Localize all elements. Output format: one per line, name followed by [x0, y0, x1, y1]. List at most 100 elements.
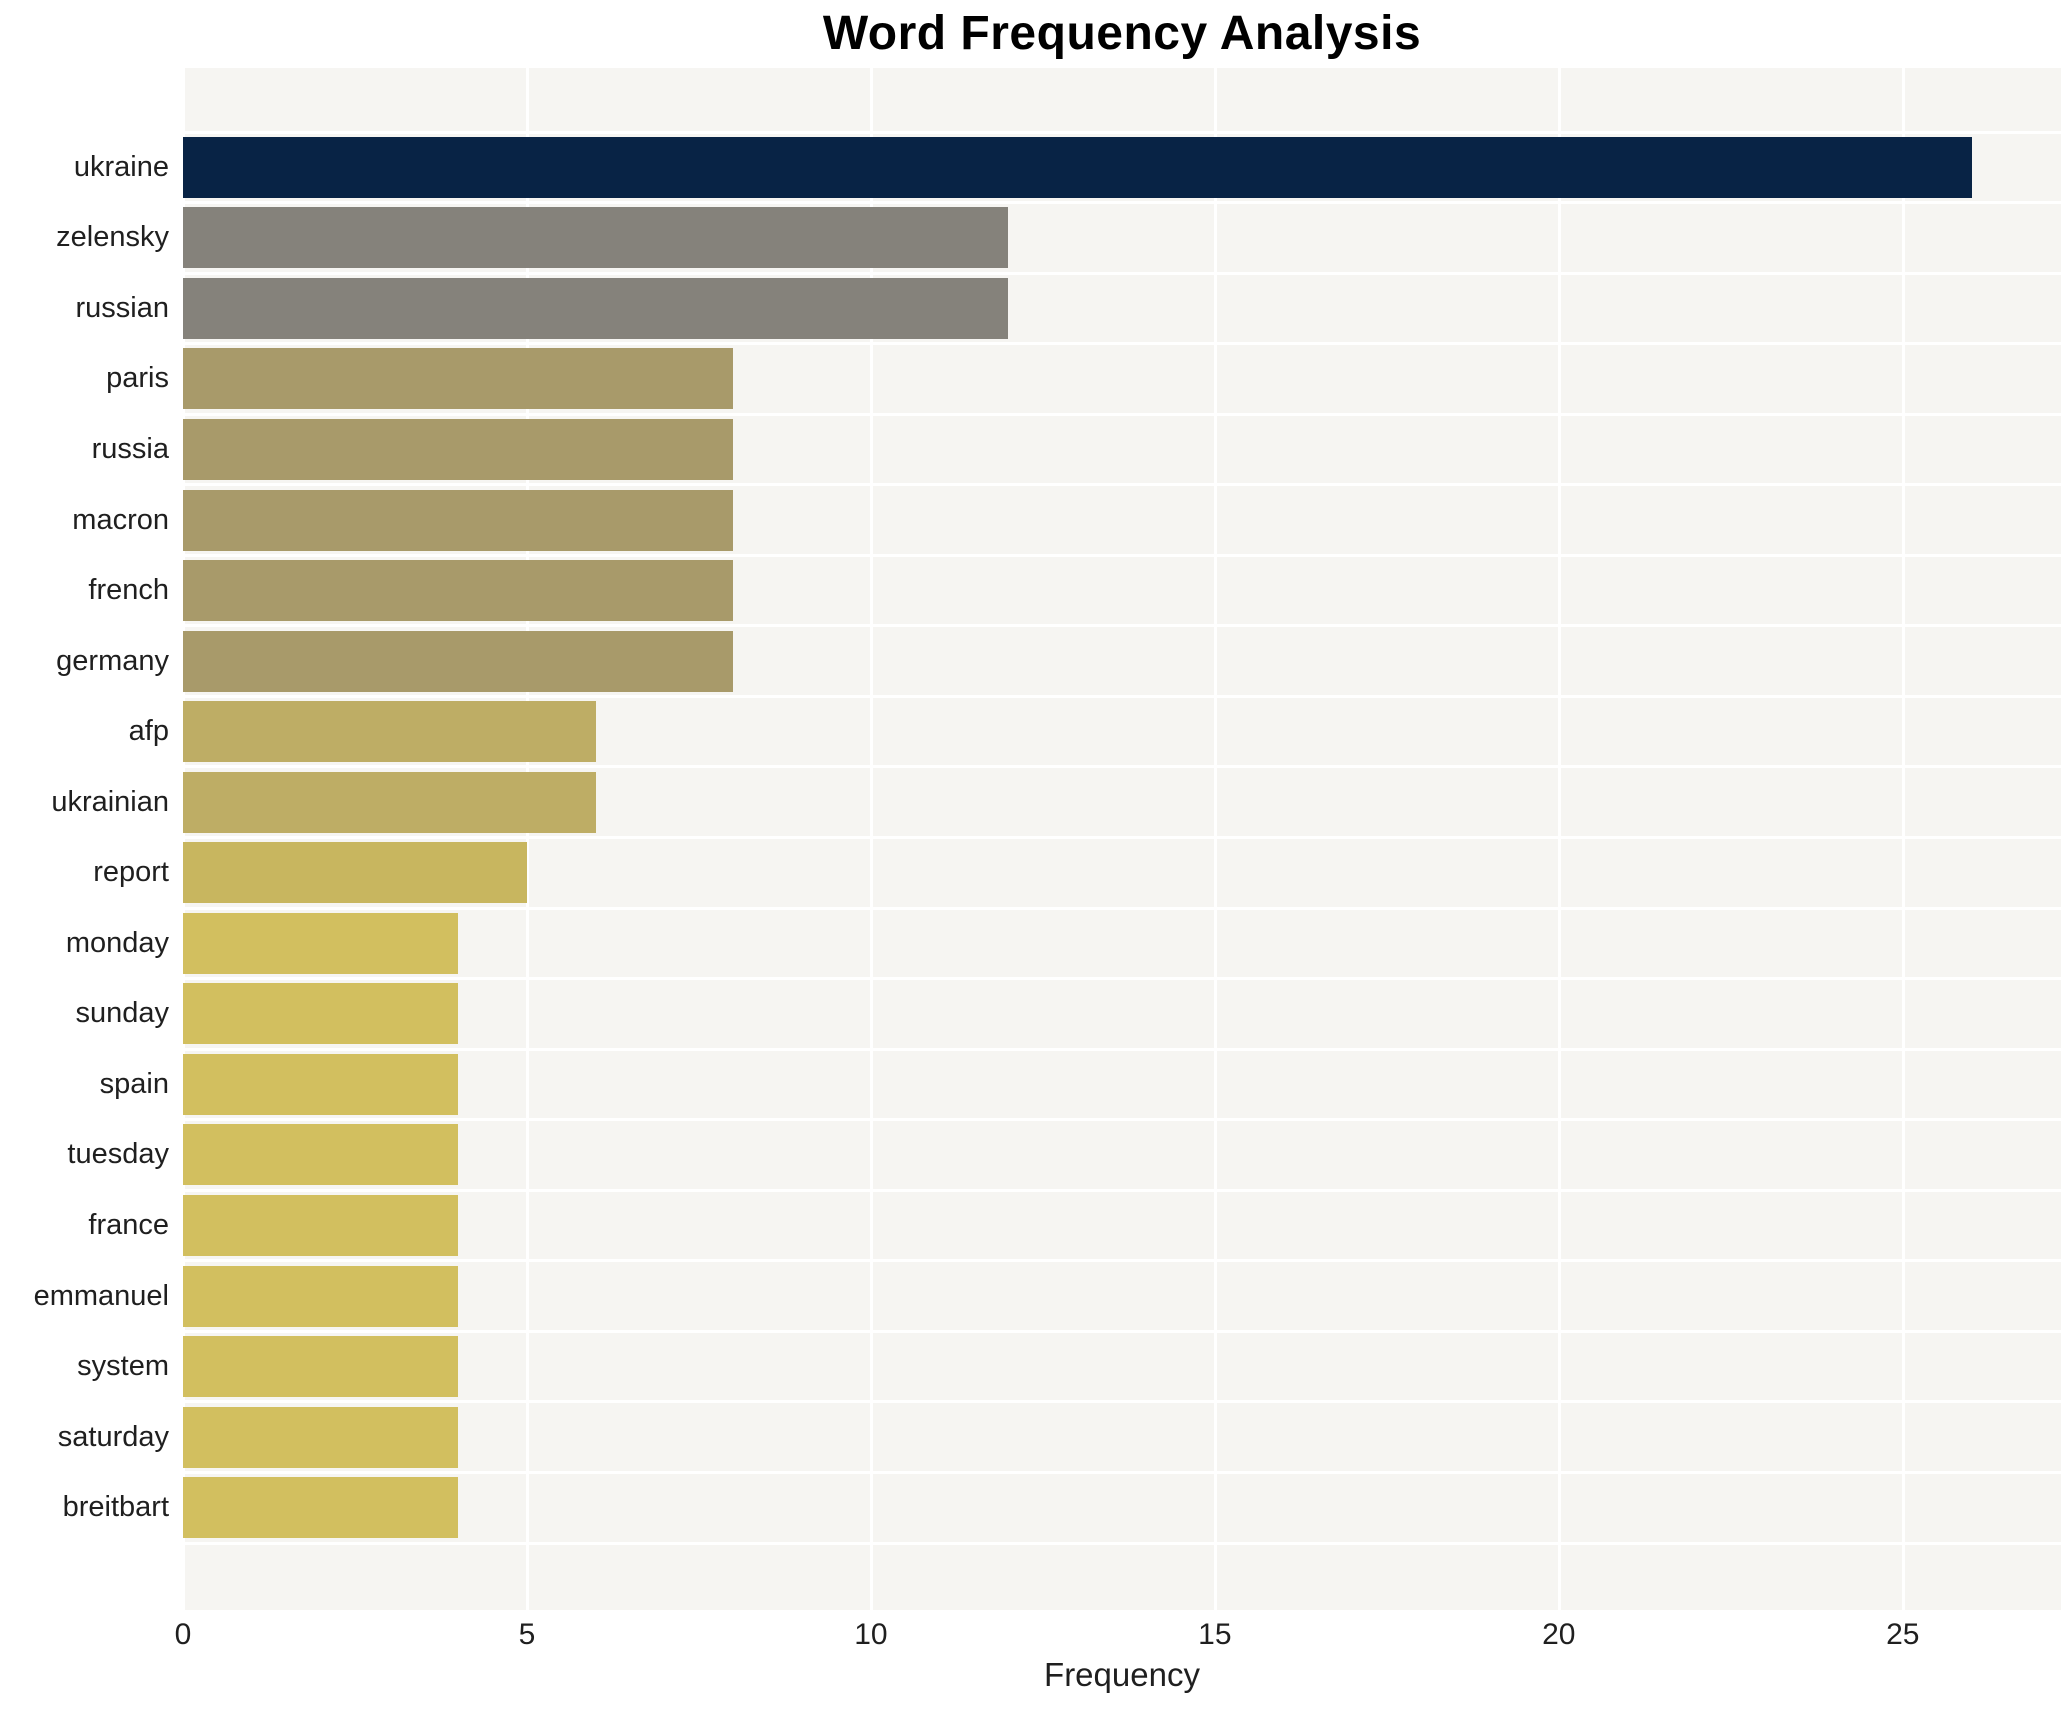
x-tick-label: 15: [1198, 1618, 1232, 1651]
y-tick-label: emmanuel: [33, 1279, 169, 1312]
y-tick-label: ukrainian: [51, 785, 169, 818]
bar-row: russia: [0, 414, 2061, 485]
horizontal-gridline: [183, 1400, 2061, 1404]
bar-track: [183, 1120, 2061, 1191]
bar-row: system: [0, 1331, 2061, 1402]
bar-russian: [183, 277, 1009, 339]
bar-track: [183, 1402, 2061, 1473]
bar-system: [183, 1336, 459, 1398]
chart-title: Word Frequency Analysis: [822, 7, 1422, 60]
x-tick-label: 5: [518, 1618, 536, 1651]
bar-track: [183, 1472, 2061, 1543]
x-tick-label: 20: [1542, 1618, 1576, 1651]
vertical-gridline: [525, 68, 529, 1610]
bar-tuesday: [183, 1124, 459, 1186]
y-tick-label: russian: [75, 291, 170, 324]
y-tick-label: monday: [65, 926, 169, 959]
horizontal-gridline: [183, 130, 2061, 134]
x-tick-label: 25: [1886, 1618, 1920, 1651]
bar-row: french: [0, 555, 2061, 626]
horizontal-gridline: [183, 694, 2061, 698]
bar-row: emmanuel: [0, 1261, 2061, 1332]
bar-track: [183, 696, 2061, 767]
y-tick-label: breitbart: [62, 1491, 169, 1524]
bar-sunday: [183, 983, 459, 1045]
bar-zelensky: [183, 207, 1009, 269]
bar-afp: [183, 701, 596, 763]
bar-row: paris: [0, 344, 2061, 415]
bar-emmanuel: [183, 1265, 459, 1327]
horizontal-gridline: [183, 553, 2061, 557]
bar-track: [183, 1331, 2061, 1402]
bar-row: ukrainian: [0, 767, 2061, 838]
bar-row: ukraine: [0, 132, 2061, 203]
y-tick-label: germany: [56, 644, 169, 677]
x-tick-label: 0: [174, 1618, 192, 1651]
bar-track: [183, 344, 2061, 415]
bar-track: [183, 1261, 2061, 1332]
bar-row: zelensky: [0, 203, 2061, 274]
bar-row: sunday: [0, 979, 2061, 1050]
vertical-gridline: [182, 68, 185, 1610]
horizontal-gridline: [183, 1047, 2061, 1051]
horizontal-gridline: [183, 1188, 2061, 1192]
bar-ukraine: [183, 136, 1972, 198]
bar-track: [183, 203, 2061, 274]
horizontal-gridline: [183, 271, 2061, 275]
bar-row: saturday: [0, 1402, 2061, 1473]
bar-track: [183, 414, 2061, 485]
horizontal-gridline: [183, 1470, 2061, 1474]
horizontal-gridline: [183, 1541, 2061, 1545]
y-tick-label: russia: [91, 432, 169, 465]
bar-saturday: [183, 1406, 459, 1468]
y-tick-label: report: [93, 856, 169, 889]
y-tick-label: system: [77, 1350, 169, 1383]
horizontal-gridline: [183, 412, 2061, 416]
horizontal-gridline: [183, 1329, 2061, 1333]
bar-russia: [183, 418, 734, 480]
horizontal-gridline: [183, 201, 2061, 205]
bar-row: germany: [0, 626, 2061, 697]
y-tick-label: saturday: [57, 1420, 169, 1453]
bar-macron: [183, 489, 734, 551]
y-tick-label: france: [88, 1208, 169, 1241]
x-axis-title: Frequency: [1044, 1656, 1200, 1693]
y-tick-label: tuesday: [67, 1138, 169, 1171]
bar-french: [183, 560, 734, 622]
y-tick-label: paris: [106, 362, 169, 395]
bar-track: [183, 626, 2061, 697]
bar-track: [183, 767, 2061, 838]
y-tick-label: ukraine: [73, 150, 169, 183]
bar-france: [183, 1195, 459, 1256]
bar-row: report: [0, 837, 2061, 908]
bar-monday: [183, 912, 459, 974]
bar-spain: [183, 1053, 459, 1115]
bar-breitbart: [183, 1477, 459, 1539]
y-tick-label: afp: [128, 715, 169, 748]
bar-report: [183, 842, 527, 904]
bar-track: [183, 837, 2061, 908]
bar-track: [183, 1049, 2061, 1120]
horizontal-gridline: [183, 1118, 2061, 1122]
bar-ukrainian: [183, 771, 596, 833]
y-tick-label: spain: [99, 1067, 169, 1100]
y-tick-label: french: [88, 574, 169, 607]
y-tick-label: sunday: [75, 997, 169, 1030]
bar-track: [183, 979, 2061, 1050]
vertical-gridline: [1213, 68, 1217, 1610]
horizontal-gridline: [183, 977, 2061, 981]
bar-row: russian: [0, 273, 2061, 344]
bar-row: monday: [0, 908, 2061, 979]
bar-row: afp: [0, 696, 2061, 767]
horizontal-gridline: [183, 906, 2061, 910]
horizontal-gridline: [183, 836, 2061, 839]
bar-track: [183, 908, 2061, 979]
bar-row: france: [0, 1190, 2061, 1261]
bar-track: [183, 555, 2061, 626]
horizontal-gridline: [183, 342, 2061, 346]
bar-row: macron: [0, 485, 2061, 556]
bar-track: [183, 485, 2061, 556]
vertical-gridline: [1901, 68, 1905, 1610]
bar-row: breitbart: [0, 1472, 2061, 1543]
